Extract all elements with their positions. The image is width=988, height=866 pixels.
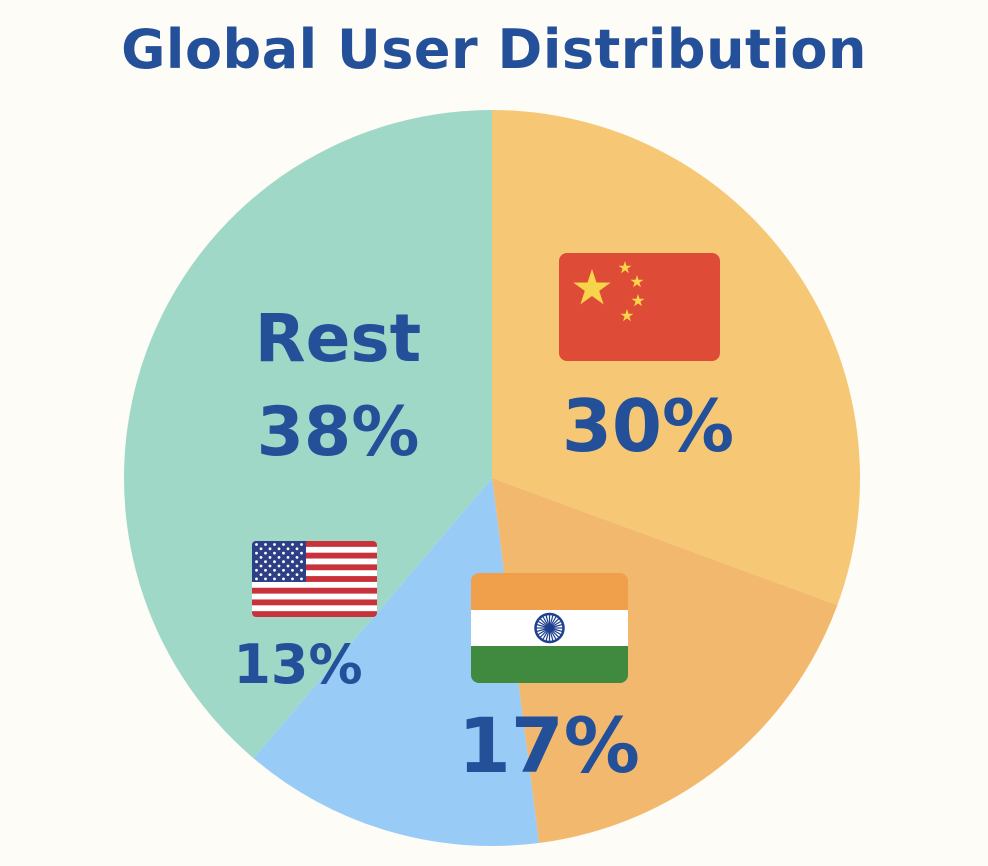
pie-slice-india [492, 478, 838, 843]
china-flag-icon [559, 253, 720, 361]
usa-flag-icon [252, 541, 377, 617]
pie-slice-rest [124, 109, 492, 759]
slice-label-india-value: 17% [458, 701, 640, 790]
chart-title: Global User Distribution [121, 18, 867, 81]
slice-label-china-value: 30% [562, 384, 734, 468]
india-flag-icon [471, 573, 628, 683]
slice-label-usa-value: 13% [233, 633, 362, 696]
slice-label-rest-name: Rest [255, 300, 421, 377]
slice-label-rest-value: 38% [257, 393, 420, 472]
pie-slice-usa [253, 478, 540, 847]
